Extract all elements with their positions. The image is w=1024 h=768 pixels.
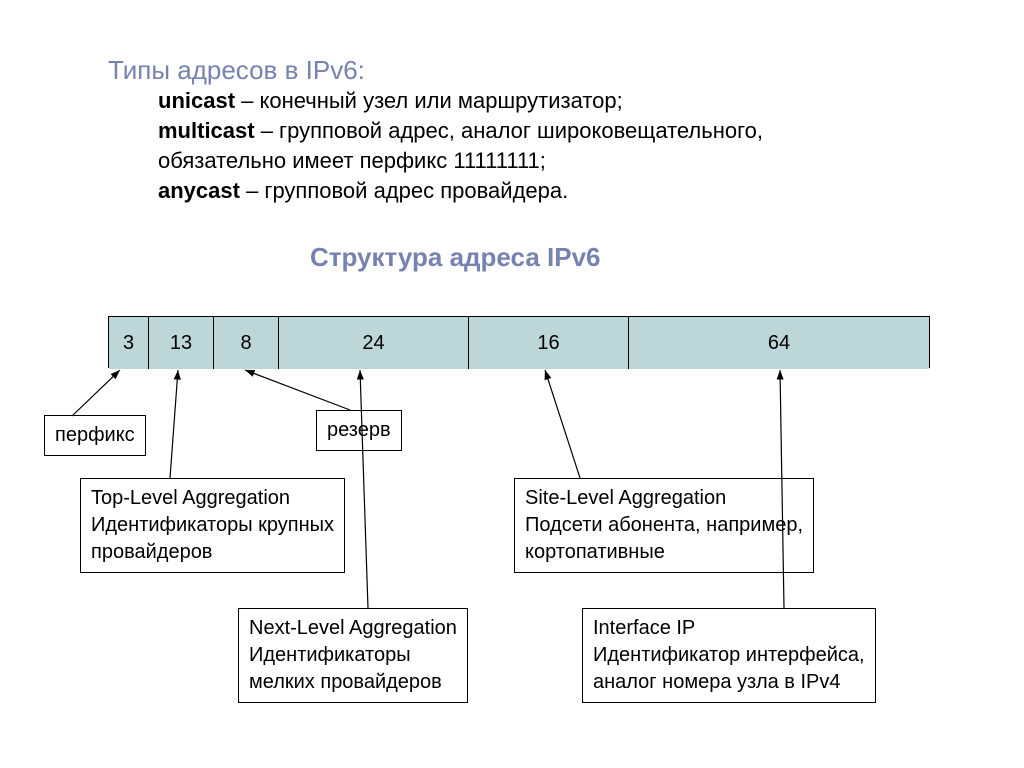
label-box-sla: Site-Level AggregationПодсети абонента, … (514, 478, 814, 573)
definition-line: unicast – конечный узел или маршрутизато… (158, 88, 623, 114)
arrow-line (170, 370, 178, 478)
ipv6-address-bar: 3138241664 (108, 316, 930, 368)
label-box-prefix: перфикс (44, 415, 146, 456)
bar-segment: 16 (469, 317, 629, 369)
arrow-line (72, 370, 120, 416)
label-box-reserve: резерв (316, 410, 402, 451)
arrow-line (245, 370, 350, 410)
label-box-nla: Next-Level AggregationИдентификаторымелк… (238, 608, 468, 703)
page-title: Типы адресов в IPv6: (108, 55, 365, 86)
definition-line: multicast – групповой адрес, аналог широ… (158, 118, 763, 144)
structure-title: Структура адреса IPv6 (310, 242, 601, 273)
bar-segment: 24 (279, 317, 469, 369)
bar-segment: 13 (149, 317, 214, 369)
bar-segment: 3 (109, 317, 149, 369)
label-box-tla: Top-Level AggregationИдентификаторы круп… (80, 478, 345, 573)
bar-segment: 8 (214, 317, 279, 369)
definition-line: обязательно имеет перфикс 11111111; (158, 148, 546, 174)
arrow-line (545, 370, 580, 478)
label-box-iface: Interface IPИдентификатор интерфейса,ана… (582, 608, 876, 703)
arrow-line (360, 370, 368, 608)
bar-segment: 64 (629, 317, 929, 369)
definition-line: anycast – групповой адрес провайдера. (158, 178, 568, 204)
